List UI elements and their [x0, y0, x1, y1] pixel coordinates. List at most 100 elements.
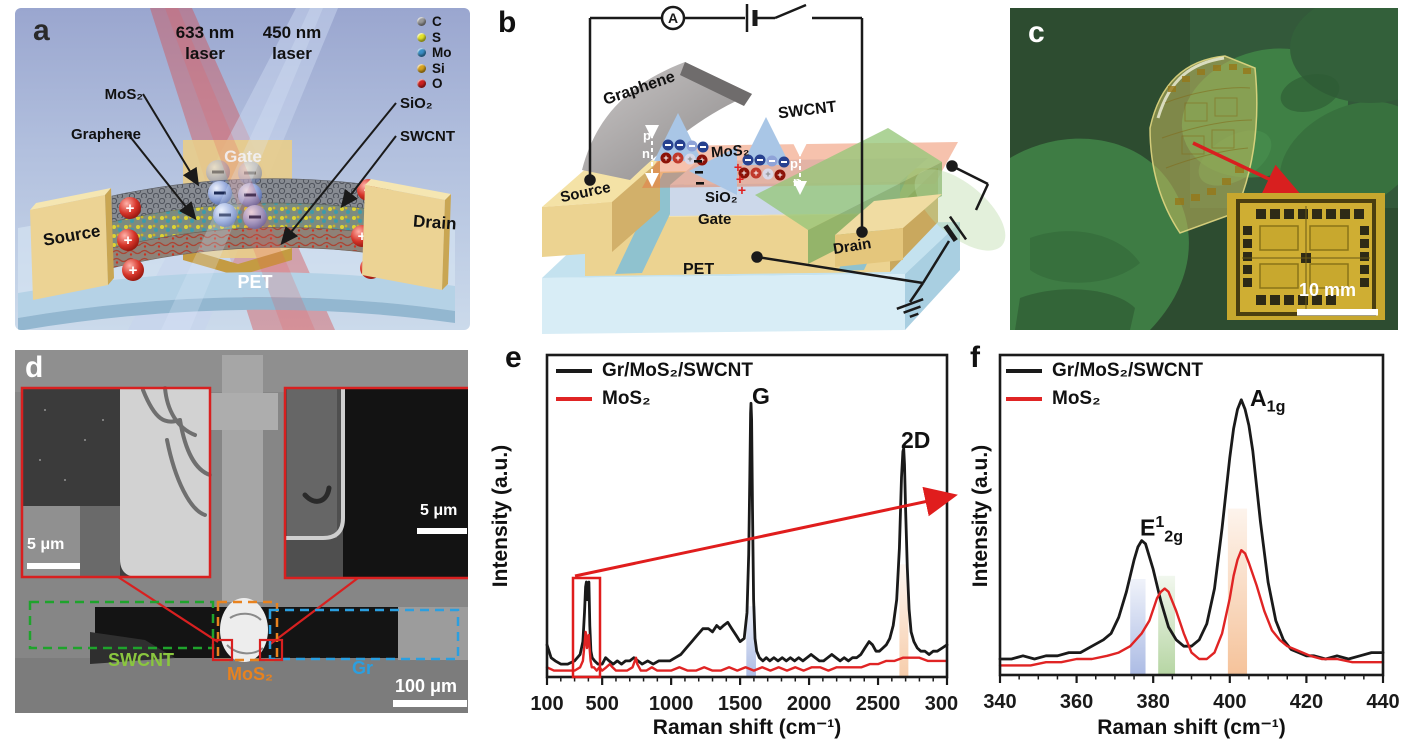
ylabel-e: Intensity (a.u.)	[489, 444, 512, 588]
laser-450-label: 450 nm laser	[262, 23, 322, 64]
scalebar-5um-right	[417, 528, 467, 534]
panel-b: + + + + + + + +	[490, 0, 1006, 340]
label-gr-region: Gr	[352, 658, 374, 678]
label-drain: Drain	[412, 211, 458, 234]
label-gate-b: Gate	[698, 211, 732, 228]
panel-c: c 10 mm	[1010, 8, 1398, 330]
svg-text:+: +	[687, 154, 692, 164]
pet-substrate	[18, 272, 455, 318]
svg-text:+: +	[753, 168, 758, 178]
raman-spectrum-zoom: 340 360 380 400 420 440	[983, 353, 1400, 713]
scalebar-5um-left-label: 5 μm	[27, 536, 65, 553]
panel-b-letter: b	[498, 6, 517, 39]
svg-text:+: +	[124, 232, 133, 249]
svg-text:+: +	[734, 159, 742, 175]
svg-text:+: +	[126, 200, 135, 217]
source-electrode	[30, 188, 114, 300]
atom-legend: C S Mo Si O	[417, 14, 452, 92]
atom-c-icon	[417, 17, 426, 27]
panel-f: 340 360 380 400 420 440 f Gr/MoS₂/SWCNT MoS₂ …	[958, 341, 1410, 755]
panel-f-letter: f	[970, 341, 980, 374]
swcnt-region-box	[28, 600, 215, 650]
xlabel-e: Raman shift (cm⁻¹)	[652, 716, 842, 739]
photo-flexible-device	[1010, 8, 1398, 330]
peak-label-e2g: E12g	[1140, 513, 1184, 546]
sem-image	[15, 350, 468, 713]
svg-text:+: +	[129, 262, 138, 279]
svg-text:1500: 1500	[718, 693, 763, 715]
label-sio2-b: SiO₂	[705, 189, 738, 206]
ammeter-icon: A	[668, 10, 678, 26]
electron-spheres	[206, 160, 267, 229]
legend-swatch-black-f	[1006, 368, 1042, 374]
laser-core-right	[161, 8, 323, 330]
atom-si-icon	[417, 63, 426, 73]
dark-wedge	[90, 632, 175, 664]
peak-label-2d: 2D	[901, 427, 931, 453]
junction-box-right	[258, 638, 284, 662]
t-electrode	[207, 355, 278, 602]
panel-e: 100 500 1000 1500 2000 2500 3000 e Gr/MoS₂/SWC…	[489, 343, 970, 755]
legend-swatch-red-f	[1006, 396, 1042, 402]
svg-text:380: 380	[1137, 691, 1170, 713]
panel-a-letter: a	[33, 14, 50, 47]
svg-text:+: +	[675, 153, 680, 163]
xlabel-f: Raman shift (cm⁻¹)	[1097, 716, 1286, 739]
label-gate: Gate	[224, 147, 262, 166]
label-sio2: SiO₂	[400, 95, 433, 112]
panel-c-letter: c	[1028, 16, 1045, 49]
inset-pointer-arrow	[1192, 141, 1301, 195]
laser-633-label: 633 nm laser	[175, 23, 235, 64]
junction-box-left	[211, 638, 234, 662]
legend-e: Gr/MoS₂/SWCNT MoS₂	[556, 357, 753, 413]
svg-text:420: 420	[1290, 691, 1323, 713]
laser-core-left	[165, 8, 315, 330]
label-graphene: Graphene	[70, 126, 141, 143]
label-p-left: p	[643, 128, 651, 143]
right-pad	[398, 607, 468, 660]
gr-region-box	[268, 608, 460, 661]
device-illustration: + + + + + +	[18, 8, 455, 330]
legend-swatch-red	[556, 396, 592, 402]
label-p-right: p	[790, 156, 798, 171]
svg-text:+: +	[741, 168, 746, 178]
scalebar-100um-label: 100 μm	[395, 676, 458, 696]
label-swcnt-region: SWCNT	[108, 650, 174, 670]
svg-text:+: +	[777, 170, 782, 180]
annotation-arrows	[127, 93, 397, 246]
chip-inset	[1227, 193, 1385, 320]
label-mos2-b: MoS₂	[710, 141, 750, 162]
flexible-film	[1149, 55, 1258, 234]
circuit	[584, 3, 990, 318]
label-pet-b: PET	[683, 261, 715, 278]
svg-text:360: 360	[1060, 691, 1093, 713]
scalebar-100um	[393, 700, 467, 707]
svg-text:500: 500	[585, 693, 618, 715]
legend-f: Gr/MoS₂/SWCNT MoS₂	[1006, 357, 1203, 413]
svg-text:400: 400	[1213, 691, 1246, 713]
atom-o-icon	[417, 79, 426, 89]
charge-carriers: + + + + + + + +	[645, 113, 807, 198]
panel-d: d 5 μm 5 μm SWCNT MoS₂ Gr 100 μm	[15, 350, 468, 713]
svg-text:100: 100	[530, 693, 563, 715]
svg-text:+: +	[736, 171, 744, 187]
panel-d-letter: d	[25, 351, 44, 384]
atom-s-icon	[417, 32, 426, 42]
label-pet: PET	[237, 272, 273, 292]
svg-text:1000: 1000	[649, 693, 694, 715]
panel-a: + + + + + +	[15, 8, 470, 330]
svg-text:+: +	[663, 153, 668, 163]
scalebar-5um-right-label: 5 μm	[420, 502, 458, 519]
svg-text:+: +	[358, 228, 367, 245]
peak-label-g: G	[752, 383, 770, 409]
label-swcnt: SWCNT	[400, 128, 455, 145]
sem-inset-left	[20, 386, 212, 579]
svg-text:2500: 2500	[856, 693, 901, 715]
sem-inset-right	[283, 386, 468, 580]
inset-connector-lines	[117, 576, 359, 646]
svg-text:+: +	[765, 169, 770, 179]
pet-substrate-edge	[18, 297, 455, 330]
legend-swatch-black	[556, 368, 592, 374]
ylabel-f: Intensity (a.u.)	[969, 444, 992, 588]
